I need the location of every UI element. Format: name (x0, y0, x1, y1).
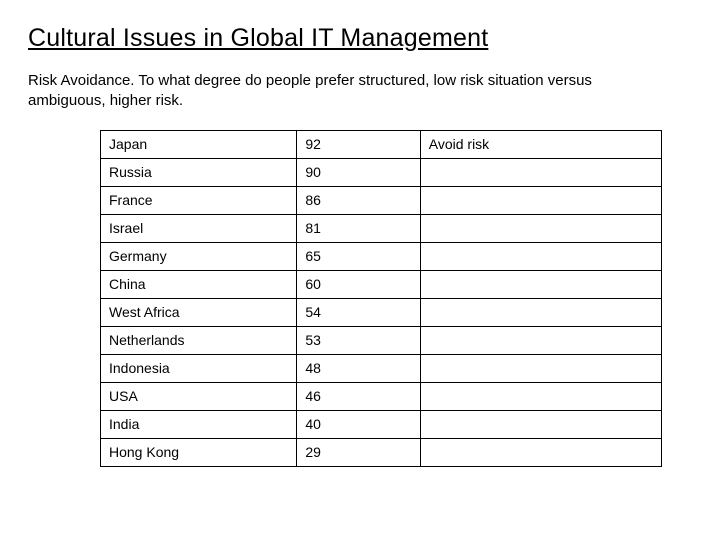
page-title: Cultural Issues in Global IT Management (28, 24, 692, 53)
cell-note (420, 298, 661, 326)
cell-country: Hong Kong (101, 438, 297, 466)
cell-country: France (101, 186, 297, 214)
table-row: West Africa 54 (101, 298, 662, 326)
cell-score: 48 (297, 354, 420, 382)
cell-note (420, 270, 661, 298)
table-row: Japan 92 Avoid risk (101, 130, 662, 158)
cell-score: 40 (297, 410, 420, 438)
cell-note (420, 242, 661, 270)
table-row: India 40 (101, 410, 662, 438)
cell-score: 92 (297, 130, 420, 158)
cell-country: Indonesia (101, 354, 297, 382)
cell-score: 60 (297, 270, 420, 298)
cell-note (420, 326, 661, 354)
page-subtitle: Risk Avoidance. To what degree do people… (28, 71, 628, 112)
cell-country: Japan (101, 130, 297, 158)
cell-score: 54 (297, 298, 420, 326)
cell-country: West Africa (101, 298, 297, 326)
cell-country: USA (101, 382, 297, 410)
cell-note (420, 410, 661, 438)
table-row: Netherlands 53 (101, 326, 662, 354)
cell-note: Avoid risk (420, 130, 661, 158)
table-container: Japan 92 Avoid risk Russia 90 France 86 … (28, 130, 692, 467)
cell-score: 86 (297, 186, 420, 214)
risk-avoidance-table: Japan 92 Avoid risk Russia 90 France 86 … (100, 130, 662, 467)
cell-note (420, 158, 661, 186)
table-row: Hong Kong 29 (101, 438, 662, 466)
cell-country: Netherlands (101, 326, 297, 354)
cell-country: Germany (101, 242, 297, 270)
table-row: Russia 90 (101, 158, 662, 186)
cell-note (420, 354, 661, 382)
table-row: Israel 81 (101, 214, 662, 242)
cell-score: 46 (297, 382, 420, 410)
cell-country: China (101, 270, 297, 298)
cell-score: 81 (297, 214, 420, 242)
cell-score: 65 (297, 242, 420, 270)
table-row: USA 46 (101, 382, 662, 410)
cell-score: 90 (297, 158, 420, 186)
cell-country: Israel (101, 214, 297, 242)
table-row: France 86 (101, 186, 662, 214)
table-row: Germany 65 (101, 242, 662, 270)
cell-note (420, 214, 661, 242)
cell-country: Russia (101, 158, 297, 186)
cell-note (420, 438, 661, 466)
cell-country: India (101, 410, 297, 438)
cell-note (420, 382, 661, 410)
table-row: China 60 (101, 270, 662, 298)
cell-score: 29 (297, 438, 420, 466)
cell-score: 53 (297, 326, 420, 354)
table-row: Indonesia 48 (101, 354, 662, 382)
cell-note (420, 186, 661, 214)
